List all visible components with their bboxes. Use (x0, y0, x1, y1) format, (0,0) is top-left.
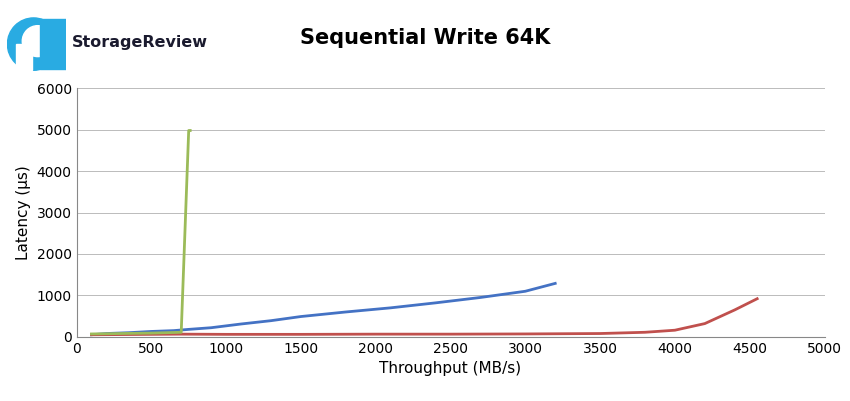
Micron 9400 Pro 30.72TB (87, 332, 97, 337)
Solidigm P5316 30.72TB (176, 330, 186, 335)
Micron 9400 Pro 30.72TB (221, 332, 231, 337)
Micron 6500 ION 30.72TB (124, 330, 134, 335)
Micron 9400 Pro 30.72TB (296, 332, 306, 337)
Line: Micron 6500 ION 30.72TB: Micron 6500 ION 30.72TB (92, 284, 555, 335)
Micron 6500 ION 30.72TB (168, 328, 178, 333)
Solidigm P5316 30.72TB (116, 331, 127, 336)
Text: StorageReview: StorageReview (72, 34, 208, 50)
Bar (39, 19, 70, 69)
Micron 6500 ION 30.72TB (146, 329, 156, 334)
Micron 6500 ION 30.72TB (236, 322, 246, 326)
Micron 9400 Pro 30.72TB (520, 332, 530, 336)
Micron 6500 ION 30.72TB (550, 281, 560, 286)
Micron 9400 Pro 30.72TB (371, 332, 381, 336)
Micron 9400 Pro 30.72TB (670, 328, 680, 332)
Micron 6500 ION 30.72TB (206, 325, 216, 330)
Micron 6500 ION 30.72TB (520, 289, 530, 294)
Micron 6500 ION 30.72TB (87, 332, 97, 337)
Micron 9400 Pro 30.72TB (700, 321, 710, 326)
Solidigm P5316 30.72TB (87, 332, 97, 336)
Micron 6500 ION 30.72TB (430, 300, 440, 305)
Micron 6500 ION 30.72TB (475, 295, 485, 300)
X-axis label: Throughput (MB/s): Throughput (MB/s) (379, 361, 522, 376)
Line: Solidigm P5316 30.72TB: Solidigm P5316 30.72TB (92, 130, 190, 334)
Solidigm P5316 30.72TB (185, 128, 196, 133)
Bar (15, 44, 32, 70)
Micron 9400 Pro 30.72TB (146, 332, 156, 337)
Circle shape (8, 18, 60, 70)
Micron 6500 ION 30.72TB (101, 331, 111, 336)
Micron 9400 Pro 30.72TB (729, 308, 740, 312)
Solidigm P5316 30.72TB (146, 331, 156, 336)
Micron 9400 Pro 30.72TB (116, 332, 127, 337)
Micron 6500 ION 30.72TB (341, 310, 351, 314)
Y-axis label: Latency (μs): Latency (μs) (16, 165, 31, 260)
Micron 9400 Pro 30.72TB (752, 296, 762, 301)
Text: Sequential Write 64K: Sequential Write 64K (300, 28, 550, 48)
Micron 6500 ION 30.72TB (296, 314, 306, 319)
Circle shape (22, 26, 54, 57)
Micron 6500 ION 30.72TB (184, 327, 194, 332)
Micron 9400 Pro 30.72TB (640, 330, 650, 335)
Micron 9400 Pro 30.72TB (595, 331, 605, 336)
Micron 9400 Pro 30.72TB (176, 332, 186, 336)
Solidigm P5316 30.72TB (184, 128, 194, 133)
Micron 9400 Pro 30.72TB (445, 332, 456, 336)
Micron 6500 ION 30.72TB (266, 318, 276, 323)
Micron 6500 ION 30.72TB (386, 306, 396, 310)
Line: Micron 9400 Pro 30.72TB: Micron 9400 Pro 30.72TB (92, 299, 757, 335)
